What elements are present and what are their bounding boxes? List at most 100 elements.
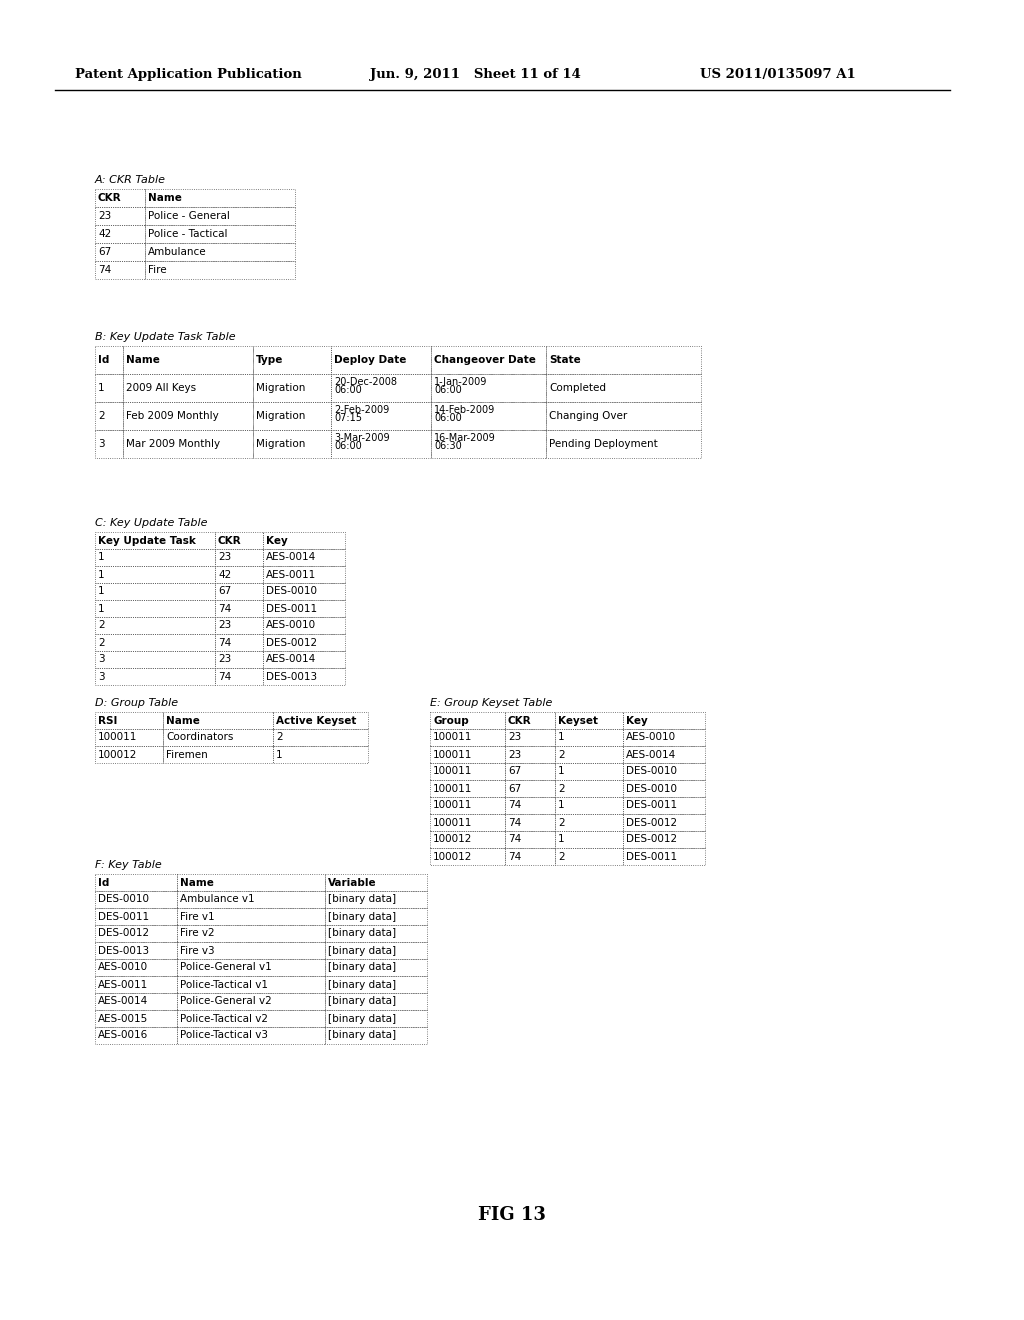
Text: Mar 2009 Monthly: Mar 2009 Monthly bbox=[126, 440, 220, 449]
Text: 1: 1 bbox=[558, 800, 564, 810]
Bar bbox=[555, 780, 623, 797]
Text: 74: 74 bbox=[508, 800, 521, 810]
Bar bbox=[177, 960, 325, 975]
Bar bbox=[95, 975, 177, 993]
Text: 1: 1 bbox=[98, 553, 104, 562]
Text: [binary data]: [binary data] bbox=[328, 928, 396, 939]
Bar bbox=[623, 780, 705, 797]
Text: 2: 2 bbox=[558, 817, 564, 828]
Bar bbox=[430, 780, 505, 797]
Bar bbox=[555, 797, 623, 814]
Bar bbox=[623, 847, 705, 865]
Text: Deploy Date: Deploy Date bbox=[334, 355, 407, 366]
Text: Key: Key bbox=[266, 536, 288, 545]
Text: Migration: Migration bbox=[256, 383, 305, 393]
Bar bbox=[95, 651, 215, 668]
Text: 2: 2 bbox=[98, 620, 104, 631]
Bar bbox=[145, 224, 295, 243]
Text: [binary data]: [binary data] bbox=[328, 912, 396, 921]
Bar bbox=[555, 763, 623, 780]
Bar bbox=[325, 908, 427, 925]
Text: State: State bbox=[549, 355, 581, 366]
Text: DES-0010: DES-0010 bbox=[626, 784, 677, 793]
Text: 1: 1 bbox=[98, 586, 104, 597]
Text: 67: 67 bbox=[218, 586, 231, 597]
Text: 67: 67 bbox=[98, 247, 112, 257]
Bar bbox=[177, 874, 325, 891]
Text: Feb 2009 Monthly: Feb 2009 Monthly bbox=[126, 411, 219, 421]
Bar bbox=[145, 261, 295, 279]
Bar bbox=[263, 601, 345, 616]
Bar bbox=[123, 346, 253, 374]
Text: 100012: 100012 bbox=[433, 851, 472, 862]
Text: AES-0011: AES-0011 bbox=[98, 979, 148, 990]
Text: [binary data]: [binary data] bbox=[328, 895, 396, 904]
Text: Completed: Completed bbox=[549, 383, 606, 393]
Bar bbox=[95, 346, 123, 374]
Text: DES-0011: DES-0011 bbox=[626, 800, 677, 810]
Text: 16-Mar-2009: 16-Mar-2009 bbox=[434, 433, 496, 444]
Bar bbox=[555, 711, 623, 729]
Bar bbox=[145, 243, 295, 261]
Text: 2: 2 bbox=[558, 851, 564, 862]
Bar bbox=[215, 549, 263, 566]
Bar bbox=[177, 891, 325, 908]
Bar bbox=[555, 832, 623, 847]
Bar bbox=[623, 797, 705, 814]
Bar bbox=[555, 847, 623, 865]
Bar bbox=[623, 832, 705, 847]
Text: 2: 2 bbox=[98, 638, 104, 648]
Text: Pending Deployment: Pending Deployment bbox=[549, 440, 657, 449]
Text: Key: Key bbox=[626, 715, 648, 726]
Bar bbox=[263, 566, 345, 583]
Text: F: Key Table: F: Key Table bbox=[95, 861, 162, 870]
Text: DES-0012: DES-0012 bbox=[626, 817, 677, 828]
Bar bbox=[163, 729, 273, 746]
Bar bbox=[95, 207, 145, 224]
Text: 1: 1 bbox=[558, 834, 564, 845]
Bar bbox=[95, 891, 177, 908]
Text: Id: Id bbox=[98, 878, 110, 887]
Bar bbox=[623, 763, 705, 780]
Text: 3: 3 bbox=[98, 672, 104, 681]
Bar bbox=[263, 583, 345, 601]
Text: 100012: 100012 bbox=[98, 750, 137, 759]
Text: Key Update Task: Key Update Task bbox=[98, 536, 196, 545]
Bar bbox=[95, 616, 215, 634]
Bar bbox=[331, 403, 431, 430]
Text: Jun. 9, 2011   Sheet 11 of 14: Jun. 9, 2011 Sheet 11 of 14 bbox=[370, 69, 581, 81]
Text: 74: 74 bbox=[508, 834, 521, 845]
Text: Police-General v2: Police-General v2 bbox=[180, 997, 271, 1006]
Bar bbox=[95, 243, 145, 261]
Bar bbox=[505, 729, 555, 746]
Bar bbox=[95, 549, 215, 566]
Bar bbox=[215, 583, 263, 601]
Text: Name: Name bbox=[148, 193, 182, 203]
Text: Police - General: Police - General bbox=[148, 211, 229, 220]
Text: 07:15: 07:15 bbox=[334, 413, 362, 422]
Text: 74: 74 bbox=[218, 603, 231, 614]
Bar bbox=[215, 566, 263, 583]
Text: 74: 74 bbox=[508, 817, 521, 828]
Bar bbox=[95, 993, 177, 1010]
Text: Police-Tactical v1: Police-Tactical v1 bbox=[180, 979, 268, 990]
Text: 100012: 100012 bbox=[433, 834, 472, 845]
Bar bbox=[325, 1010, 427, 1027]
Bar bbox=[95, 189, 145, 207]
Bar bbox=[331, 346, 431, 374]
Bar bbox=[263, 651, 345, 668]
Text: 74: 74 bbox=[218, 672, 231, 681]
Text: Name: Name bbox=[166, 715, 200, 726]
Text: 74: 74 bbox=[98, 265, 112, 275]
Text: 1-Jan-2009: 1-Jan-2009 bbox=[434, 378, 487, 387]
Bar bbox=[325, 960, 427, 975]
Bar bbox=[505, 832, 555, 847]
Bar bbox=[325, 942, 427, 960]
Bar bbox=[325, 891, 427, 908]
Text: Keyset: Keyset bbox=[558, 715, 598, 726]
Bar bbox=[95, 224, 145, 243]
Text: Fire: Fire bbox=[148, 265, 167, 275]
Text: 3: 3 bbox=[98, 440, 104, 449]
Bar bbox=[95, 601, 215, 616]
Bar bbox=[431, 346, 546, 374]
